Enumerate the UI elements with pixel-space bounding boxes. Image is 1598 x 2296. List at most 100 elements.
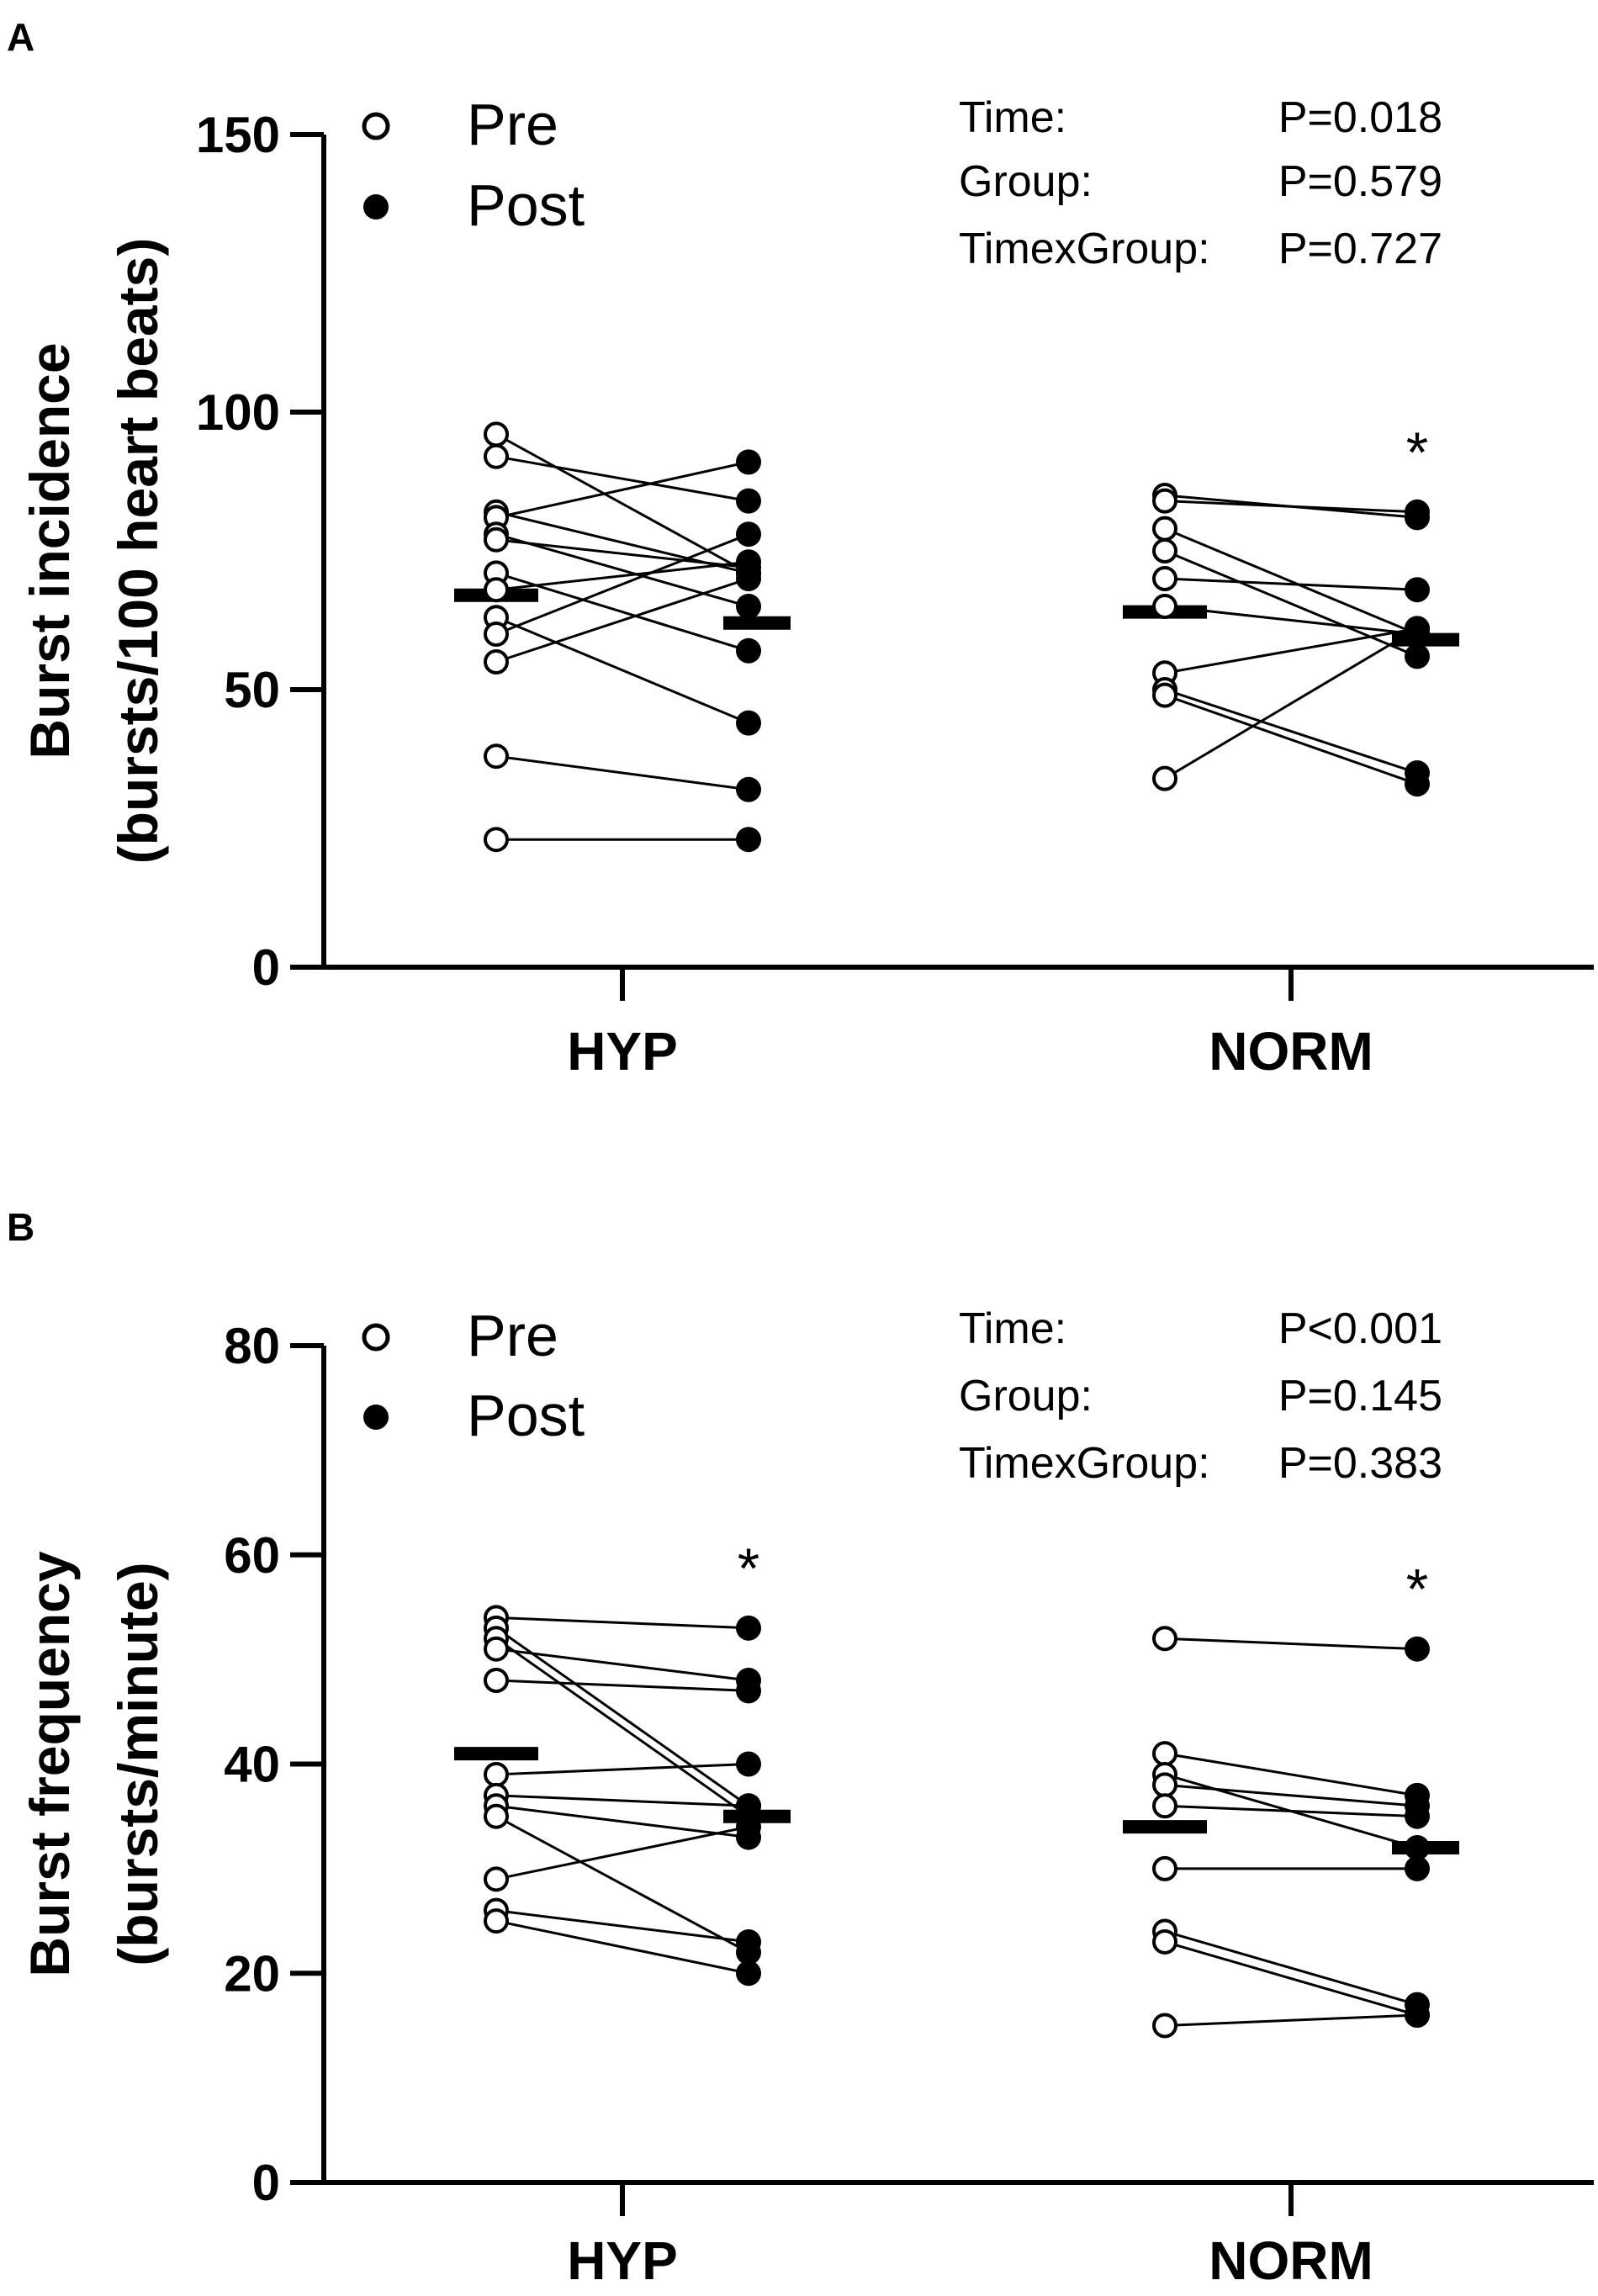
pre-point: [1152, 1741, 1177, 1767]
pair-line: [495, 1616, 749, 1630]
post-point: [1405, 2002, 1430, 2028]
panel-a: A 0 50 100 150 Burst incidence (bursts/100 hea…: [7, 15, 1594, 1082]
post-point: [736, 1814, 761, 1840]
stat-label: TimexGroup:: [959, 225, 1210, 273]
pre-point: [1152, 1772, 1177, 1798]
legend-pre-label: Pre: [467, 92, 558, 157]
legend-pre-marker: [362, 1323, 390, 1352]
pair-line: [1164, 1637, 1418, 1651]
stat-value: P=0.145: [1278, 1372, 1442, 1420]
pair-line: [1164, 549, 1418, 658]
pair-line: [1164, 627, 1418, 780]
post-point: [1405, 499, 1430, 525]
post-point: [736, 488, 761, 514]
panel-letter: B: [7, 1205, 34, 1249]
pre-point: [1152, 516, 1177, 542]
legend-post-label: Post: [467, 172, 585, 238]
legend-pre-label: Pre: [467, 1303, 558, 1368]
post-point: [736, 449, 761, 475]
y-tick-label: 40: [224, 1737, 280, 1793]
post-point: [1405, 577, 1430, 603]
stat-value: P=0.727: [1278, 225, 1442, 273]
y-tick-label: 60: [224, 1527, 280, 1584]
pre-point: [484, 1908, 509, 1934]
pair-line: [495, 1679, 749, 1692]
y-axis-title-line2: (bursts/100 heart beats): [107, 238, 169, 865]
pre-point: [1152, 538, 1177, 563]
pre-point: [1152, 1928, 1177, 1955]
post-point: [736, 1615, 761, 1641]
pre-point: [484, 421, 509, 447]
pre-point: [484, 1636, 509, 1662]
pre-point: [484, 1668, 509, 1693]
pre-point: [484, 1803, 509, 1829]
pair-line: [495, 1648, 749, 1682]
pre-point: [484, 443, 509, 469]
post-point: [1405, 616, 1430, 642]
y-tick-label: 100: [196, 384, 280, 441]
pair-line: [495, 538, 749, 569]
y-axis-title-line2: (bursts/minute): [107, 1562, 169, 1965]
post-point: [1405, 1636, 1430, 1662]
pair-line: [495, 532, 749, 608]
y-axis-title-line1: Burst frequency: [19, 1551, 81, 1976]
post-point: [736, 1928, 761, 1955]
post-point: [736, 1960, 761, 1987]
post-point: [1405, 1835, 1430, 1860]
pre-point: [1152, 1626, 1177, 1652]
pair-line: [1164, 500, 1418, 514]
pair-line: [495, 1825, 749, 1881]
pre-point: [1152, 2013, 1177, 2039]
pre-point: [1152, 566, 1177, 591]
pre-point: [484, 526, 509, 553]
pair-line: [495, 1804, 749, 1839]
stat-value: P=0.383: [1278, 1439, 1442, 1488]
pair-line: [1164, 527, 1418, 636]
y-tick-label: 50: [224, 662, 280, 718]
pair-line: [495, 1815, 749, 1954]
significance-marker: *: [1406, 421, 1428, 484]
y-tick-label: 80: [224, 1318, 280, 1374]
significance-marker: *: [738, 1537, 759, 1600]
panel-b: B 0 20 40 60 80 Burst frequency (bursts/minute)…: [7, 1205, 1594, 2291]
significance-marker: *: [1406, 1558, 1428, 1621]
post-point: [736, 1751, 761, 1777]
y-tick-label: 0: [252, 939, 280, 996]
post-point: [736, 1793, 761, 1819]
stat-value: P=0.018: [1278, 93, 1442, 142]
pre-point: [484, 827, 509, 853]
post-point: [1405, 1803, 1430, 1829]
panel-letter: A: [7, 15, 34, 59]
pair-line: [1164, 1940, 1418, 2017]
pair-line: [1164, 1783, 1418, 1807]
pair-line: [1164, 1804, 1418, 1818]
pre-point: [1152, 594, 1177, 619]
stat-label: TimexGroup:: [959, 1439, 1210, 1488]
pair-line: [1164, 627, 1418, 675]
pair-line: [1164, 1752, 1418, 1797]
post-point: [736, 710, 761, 736]
post-point: [736, 1678, 761, 1704]
pre-point: [484, 622, 509, 647]
pair-line: [1164, 694, 1418, 786]
legend-post-marker: [363, 1405, 389, 1430]
pre-point: [1152, 488, 1177, 514]
pre-point: [484, 649, 509, 675]
legend-pre-marker: [362, 112, 390, 140]
post-point: [736, 637, 761, 664]
stat-label: Group:: [959, 157, 1093, 206]
y-tick-label: 0: [252, 2155, 280, 2211]
pair-line: [495, 455, 749, 503]
x-category-label: HYP: [567, 2230, 678, 2291]
pair-line: [1164, 1930, 1418, 2007]
post-point: [736, 594, 761, 619]
pair-line: [495, 754, 749, 791]
stat-value: P=0.579: [1278, 157, 1442, 206]
pair-line: [495, 1763, 749, 1776]
y-tick-label: 150: [196, 107, 280, 163]
pair-line: [1164, 688, 1418, 775]
post-point: [736, 566, 761, 591]
pair-line: [495, 1794, 749, 1807]
pair-line: [495, 1919, 749, 1975]
post-point: [1405, 643, 1430, 669]
